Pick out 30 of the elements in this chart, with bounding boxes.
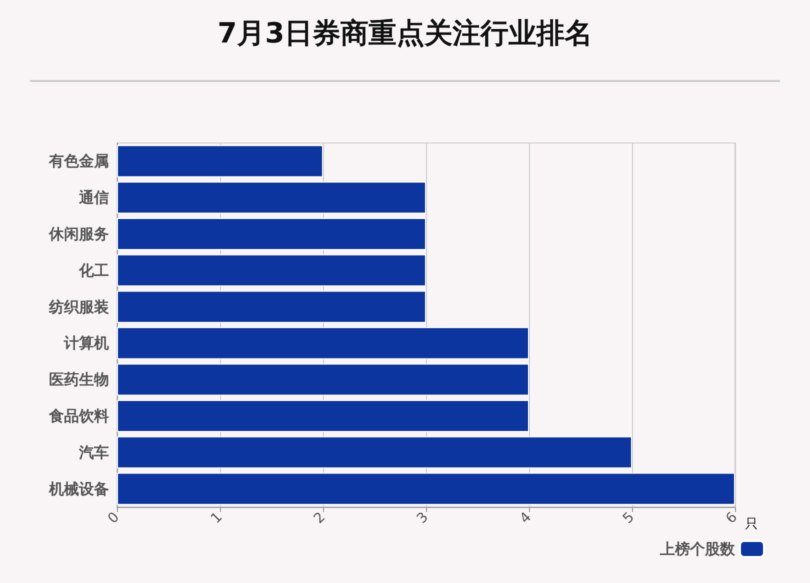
legend-label: 上榜个股数 <box>659 540 736 558</box>
x-tick-label: 3 <box>414 509 432 527</box>
x-tick-label: 1 <box>208 509 226 527</box>
x-tick-label: 5 <box>620 509 638 527</box>
y-tick-label: 化工 <box>78 261 109 280</box>
bar <box>117 145 323 178</box>
bar <box>117 400 529 432</box>
y-tick-label: 计算机 <box>63 334 109 352</box>
y-tick-label: 纺织服装 <box>48 298 109 316</box>
y-tick-label: 汽车 <box>78 443 109 462</box>
bar <box>117 327 529 360</box>
y-tick-label: 机械设备 <box>48 480 109 498</box>
y-tick-label: 有色金属 <box>48 152 109 170</box>
bar <box>117 218 426 250</box>
x-tick-label: 4 <box>517 509 535 527</box>
bar <box>117 472 735 505</box>
x-tick-label: 0 <box>105 509 123 527</box>
x-axis-title: 只 <box>745 516 758 531</box>
bar <box>117 254 426 286</box>
bar <box>117 182 426 214</box>
y-tick-label: 通信 <box>78 188 109 207</box>
x-tick-label: 6 <box>723 509 741 527</box>
y-tick-label: 休闲服务 <box>48 225 109 243</box>
bar <box>117 290 426 323</box>
chart-title: 7月3日券商重点关注行业排名 <box>218 16 592 50</box>
x-tick-label: 2 <box>311 509 329 527</box>
bar <box>117 364 529 396</box>
y-tick-label: 食品饮料 <box>48 407 109 425</box>
bar <box>117 436 632 468</box>
y-tick-label: 医药生物 <box>49 370 109 389</box>
